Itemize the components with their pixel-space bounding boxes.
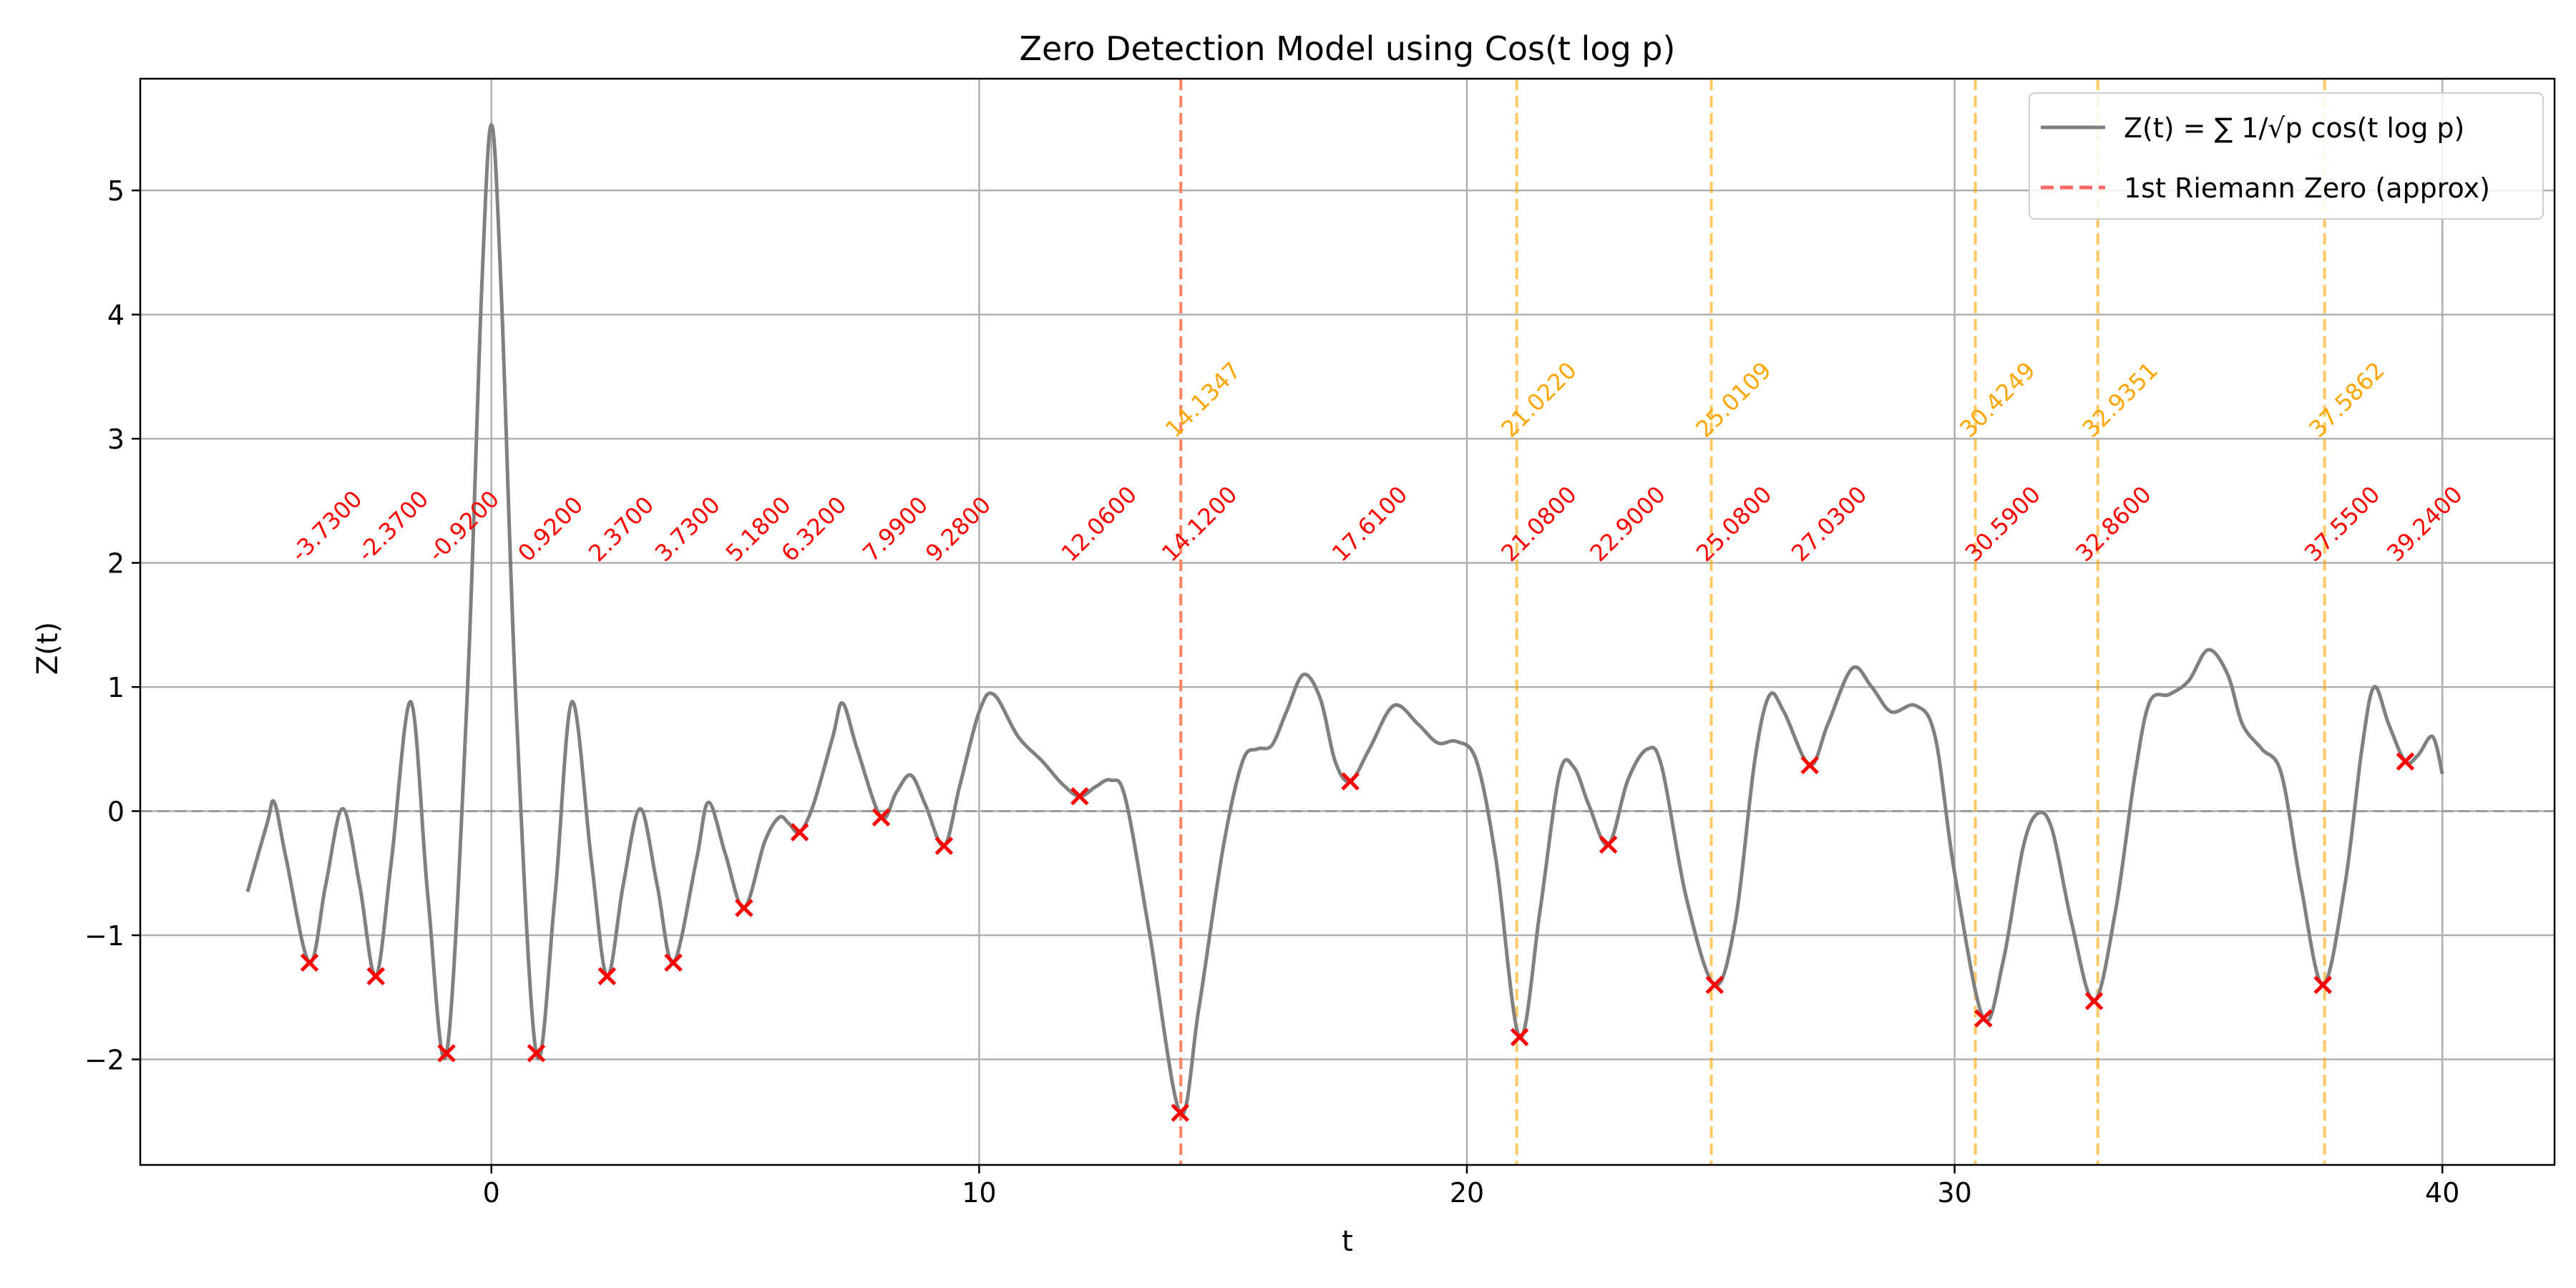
detected-zero-marker bbox=[1510, 1028, 1529, 1047]
plot-frame bbox=[139, 77, 2556, 1166]
legend-label-series: Z(t) = ∑ 1/√p cos(t log p) bbox=[2124, 112, 2464, 144]
detected-zero-marker bbox=[366, 967, 385, 986]
reference-lines bbox=[140, 79, 2555, 1165]
series-layer bbox=[245, 122, 2444, 1116]
zero-markers bbox=[300, 752, 2415, 1122]
detected-zero-marker bbox=[437, 1044, 456, 1063]
detected-zero-marker bbox=[300, 953, 319, 972]
y-tick-label: 5 bbox=[107, 175, 125, 207]
detected-zero-marker bbox=[872, 808, 891, 827]
detected-zero-marker bbox=[1974, 1009, 1993, 1028]
detected-zero-marker bbox=[2084, 992, 2104, 1010]
detected-zero-marker bbox=[2396, 752, 2415, 771]
x-tick-label: 0 bbox=[483, 1177, 500, 1209]
y-tick-label: 4 bbox=[107, 300, 125, 331]
y-tick-label: 3 bbox=[107, 424, 125, 455]
x-tick-label: 10 bbox=[962, 1177, 996, 1209]
detected-zero-marker bbox=[735, 899, 753, 917]
legend-label-riemann: 1st Riemann Zero (approx) bbox=[2124, 172, 2490, 204]
y-tick-label: −1 bbox=[84, 920, 125, 952]
detected-zero-marker bbox=[1800, 756, 1819, 775]
x-tick-label: 30 bbox=[1937, 1177, 1971, 1209]
detected-zero-marker bbox=[1341, 772, 1360, 791]
x-tick-label: 40 bbox=[2425, 1177, 2459, 1209]
detected-zero-marker bbox=[1171, 1103, 1189, 1122]
detected-zero-marker bbox=[1070, 786, 1089, 806]
y-tick-label: −2 bbox=[84, 1045, 125, 1076]
detected-zero-marker bbox=[935, 836, 954, 855]
x-tick-label: 20 bbox=[1450, 1177, 1484, 1209]
detected-zero-marker bbox=[790, 823, 809, 841]
chart-title: Zero Detection Model using Cos(t log p) bbox=[1020, 29, 1676, 68]
detected-zero-marker bbox=[664, 953, 683, 972]
detected-zero-marker bbox=[597, 967, 617, 986]
z-series-line bbox=[245, 122, 2444, 1116]
y-tick-label: 2 bbox=[107, 548, 125, 580]
detected-zero-marker bbox=[1599, 835, 1618, 854]
legend-box bbox=[2029, 92, 2544, 220]
detected-zero-marker bbox=[1705, 975, 1724, 995]
legend: Z(t) = ∑ 1/√p cos(t log p) 1st Riemann Z… bbox=[2029, 92, 2544, 220]
detected-zero-marker bbox=[2313, 975, 2332, 995]
x-axis-label: t bbox=[1342, 1225, 1353, 1258]
axis-ticks: 0 10 20 30 40 −2 −1 0 1 2 3 4 5 bbox=[84, 175, 2459, 1209]
y-tick-label: 0 bbox=[107, 796, 125, 828]
detected-zero-marker bbox=[527, 1044, 546, 1063]
y-axis-label: Z(t) bbox=[31, 622, 64, 675]
y-tick-label: 1 bbox=[107, 672, 125, 703]
